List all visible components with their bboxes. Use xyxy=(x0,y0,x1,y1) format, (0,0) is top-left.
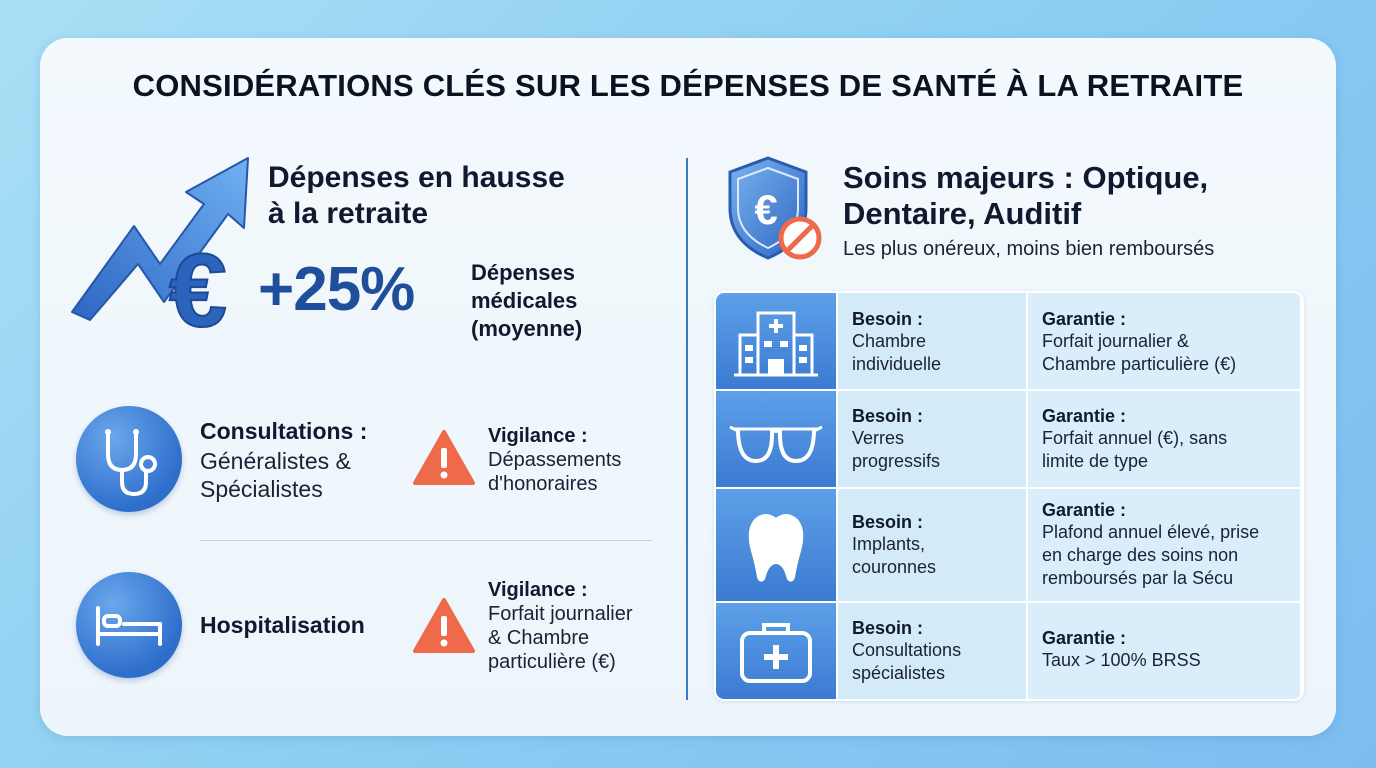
major-care-heading: Soins majeurs : Optique, Dentaire, Audit… xyxy=(843,160,1209,231)
stat-label: Dépenses médicales (moyenne) xyxy=(471,260,583,341)
table-row: Besoin : Verres progressifs Garantie : F… xyxy=(716,391,1302,487)
need-text: Consultations spécialistes xyxy=(852,640,962,683)
vigilance-text: Dépassements d'honoraires xyxy=(488,449,622,495)
stethoscope-icon xyxy=(76,406,182,512)
tooth-icon xyxy=(716,489,836,601)
left-divider xyxy=(200,540,652,541)
guarantee-text: Forfait journalier & Chambre particulièr… xyxy=(1042,331,1237,374)
euro-shield-forbidden-icon: € xyxy=(728,156,822,260)
guarantee-label: Garantie : xyxy=(1042,500,1127,520)
svg-text:€: € xyxy=(754,186,777,233)
need-label: Besoin : xyxy=(852,406,924,426)
hospital-building-icon xyxy=(716,293,836,389)
guarantee-label: Garantie : xyxy=(1042,309,1127,329)
rising-euro-arrow-icon: € xyxy=(71,157,249,348)
glasses-icon xyxy=(716,391,836,487)
vigilance-label: Vigilance : xyxy=(488,579,588,601)
vigilance-text: Forfait journalier & Chambre particulièr… xyxy=(488,603,633,673)
guarantee-label: Garantie : xyxy=(1042,406,1127,426)
guarantee-text: Plafond annuel élevé, prise en charge de… xyxy=(1042,522,1260,588)
need-label: Besoin : xyxy=(852,309,924,329)
need-label: Besoin : xyxy=(852,618,924,638)
coverage-table: Besoin : Chambre individuelle Garantie :… xyxy=(714,291,1304,701)
page-title: CONSIDÉRATIONS CLÉS SUR LES DÉPENSES DE … xyxy=(132,68,1244,103)
need-label: Besoin : xyxy=(852,512,924,532)
consultations-text: Généralistes & Spécialistes xyxy=(200,448,351,502)
need-text: Chambre individuelle xyxy=(852,331,942,374)
guarantee-text: Taux > 100% BRSS xyxy=(1042,650,1201,670)
bed-icon xyxy=(76,572,182,678)
svg-text:€: € xyxy=(169,233,227,348)
column-divider xyxy=(686,158,688,700)
rising-expenses-heading: Dépenses en hausse à la retraite xyxy=(268,161,565,230)
need-text: Implants, couronnes xyxy=(852,534,937,577)
warning-icon xyxy=(413,430,475,485)
guarantee-label: Garantie : xyxy=(1042,628,1127,648)
first-aid-kit-icon xyxy=(716,603,836,699)
stat-value: +25% xyxy=(258,255,415,324)
consultations-label: Consultations : xyxy=(200,418,368,444)
table-row: Besoin : Consultations spécialistes Gara… xyxy=(716,603,1302,699)
table-row: Besoin : Implants, couronnes Garantie : … xyxy=(716,489,1302,601)
need-text: Verres progressifs xyxy=(852,428,941,471)
major-care-subtitle: Les plus onéreux, moins bien remboursés xyxy=(843,238,1215,260)
table-row: Besoin : Chambre individuelle Garantie :… xyxy=(716,293,1302,389)
hospitalisation-label: Hospitalisation xyxy=(200,612,365,638)
vigilance-label: Vigilance : xyxy=(488,425,588,447)
warning-icon xyxy=(413,598,475,653)
guarantee-text: Forfait annuel (€), sans limite de type xyxy=(1042,428,1228,471)
